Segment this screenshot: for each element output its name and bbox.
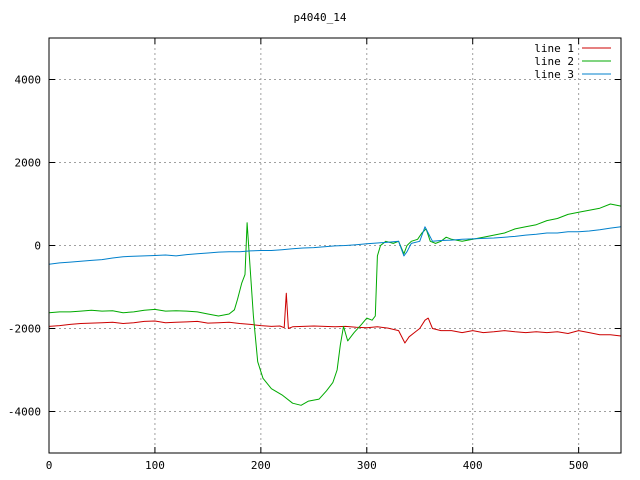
- series-line-3: [48, 226, 622, 265]
- y-tick-label: 0: [34, 240, 41, 253]
- series-layer: [48, 203, 622, 406]
- y-tick-label: -2000: [8, 323, 41, 336]
- x-tick-label: 200: [251, 459, 271, 472]
- legend-label-1: line 1: [534, 42, 574, 55]
- x-tick-label: 300: [357, 459, 377, 472]
- grid: [49, 38, 621, 453]
- y-tick-label: 2000: [15, 157, 42, 170]
- legend-label-3: line 3: [534, 68, 574, 81]
- y-tick-label: -4000: [8, 406, 41, 419]
- series-line-2: [48, 203, 622, 406]
- x-tick-label: 100: [145, 459, 165, 472]
- ticks: 0 100 200 300 400 500 -4000 -2000 0 2000 4000: [8, 38, 621, 472]
- x-tick-label: 400: [463, 459, 483, 472]
- legend-label-2: line 2: [534, 55, 574, 68]
- x-tick-label: 0: [46, 459, 53, 472]
- chart-title: p4040_14: [294, 11, 347, 24]
- series-line-1: [48, 292, 622, 344]
- y-tick-label: 4000: [15, 74, 42, 87]
- x-tick-label: 500: [569, 459, 589, 472]
